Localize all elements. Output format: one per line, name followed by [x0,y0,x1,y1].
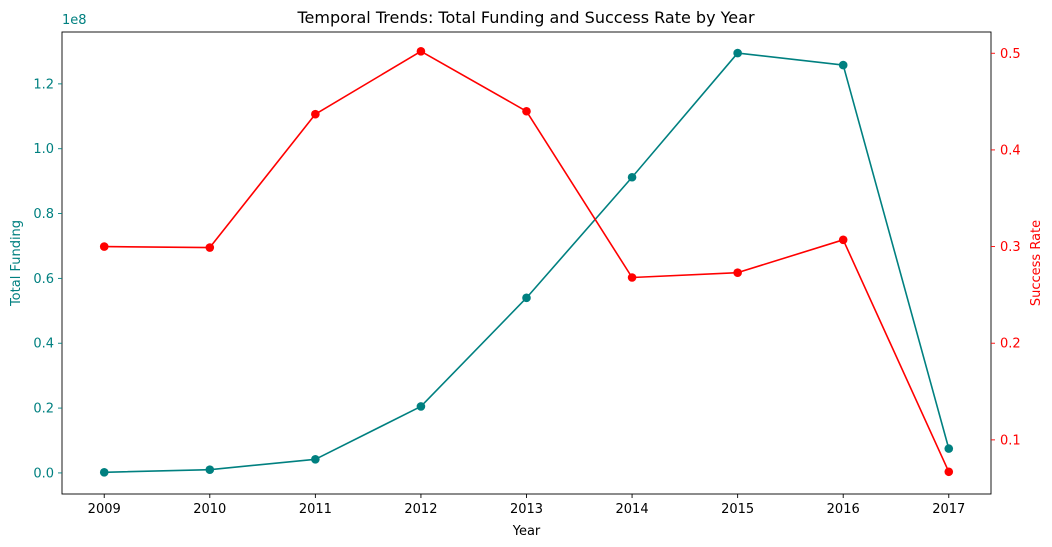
y-right-tick-label: 0.5 [1000,47,1021,62]
data-point-success-2016 [838,235,848,245]
y-left-axis-title: Total Funding [9,220,24,307]
data-point-success-2013 [522,106,531,116]
x-tick-label: 2010 [193,502,226,517]
data-point-funding-2013 [522,293,531,303]
x-tick-label: 2009 [88,502,121,517]
plot-area: 2009 2010 2011 2012 2013 2014 2015 2016 2017 0.0 0… [9,13,1044,539]
data-point-success-2012 [416,47,426,56]
data-point-success-2010 [205,243,215,252]
data-point-funding-2009 [99,467,109,477]
y-left-tick-label: 1.2 [33,77,54,92]
x-tick-label: 2011 [299,502,332,517]
y-right-tick-label: 0.3 [1000,240,1021,255]
data-point-success-2009 [99,242,109,251]
y-right-tick-label: 0.1 [1000,433,1021,448]
y-right-axis-title: Success Rate [1029,220,1044,306]
data-point-success-2014 [627,273,637,282]
x-tick-label: 2013 [510,502,543,517]
data-point-funding-2011 [311,455,320,464]
x-tick-label: 2016 [827,502,860,517]
chart-title: Temporal Trends: Total Funding and Succe… [296,8,754,27]
data-point-funding-2016 [838,60,848,70]
y-left-tick-label: 0.6 [33,272,54,287]
x-tick-label: 2012 [404,502,437,517]
data-point-funding-2012 [416,402,426,411]
data-point-success-2017 [944,467,954,477]
x-axis-title: Year [512,524,541,539]
data-point-funding-2015 [733,48,742,58]
y-left-exponent-label: 1e8 [62,13,87,28]
y-left-tick-label: 0.0 [33,466,54,481]
data-point-funding-2014 [627,172,637,182]
data-point-funding-2017 [944,444,954,453]
x-tick-label: 2015 [721,502,754,517]
y-left-tick-label: 1.0 [33,142,54,157]
x-tick-label: 2017 [932,502,965,517]
x-tick-label: 2014 [616,502,649,517]
y-left-tick-label: 0.2 [33,402,54,417]
data-point-success-2015 [733,268,742,277]
y-left-tick-label: 0.8 [33,207,54,222]
data-point-success-2011 [311,109,320,119]
data-point-funding-2010 [205,465,215,474]
y-left-tick-label: 0.4 [33,337,54,352]
y-right-tick-label: 0.4 [1000,143,1021,158]
y-right-tick-label: 0.2 [1000,337,1021,352]
